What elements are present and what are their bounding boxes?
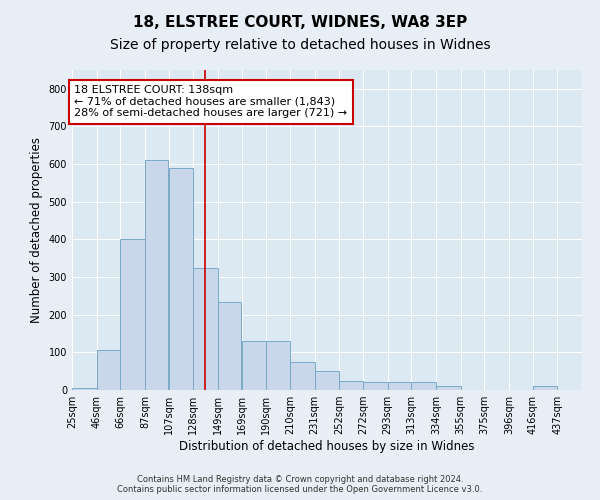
Bar bbox=[266, 341, 290, 390]
Text: 18 ELSTREE COURT: 138sqm
← 71% of detached houses are smaller (1,843)
28% of sem: 18 ELSTREE COURT: 138sqm ← 71% of detach… bbox=[74, 85, 347, 118]
Bar bbox=[145, 160, 169, 390]
Bar bbox=[242, 341, 266, 390]
Bar bbox=[412, 382, 436, 390]
Bar bbox=[363, 382, 388, 390]
Bar bbox=[340, 380, 363, 390]
Y-axis label: Number of detached properties: Number of detached properties bbox=[30, 137, 43, 323]
Bar bbox=[97, 350, 120, 390]
Text: Size of property relative to detached houses in Widnes: Size of property relative to detached ho… bbox=[110, 38, 490, 52]
Bar bbox=[218, 302, 241, 390]
Bar bbox=[193, 268, 218, 390]
Bar bbox=[72, 388, 97, 390]
Text: Contains HM Land Registry data © Crown copyright and database right 2024.
Contai: Contains HM Land Registry data © Crown c… bbox=[118, 475, 482, 494]
X-axis label: Distribution of detached houses by size in Widnes: Distribution of detached houses by size … bbox=[179, 440, 475, 453]
Bar bbox=[436, 386, 461, 390]
Bar bbox=[121, 240, 145, 390]
Bar bbox=[169, 168, 193, 390]
Bar bbox=[290, 362, 314, 390]
Text: 18, ELSTREE COURT, WIDNES, WA8 3EP: 18, ELSTREE COURT, WIDNES, WA8 3EP bbox=[133, 15, 467, 30]
Bar bbox=[533, 386, 557, 390]
Bar bbox=[388, 382, 411, 390]
Bar bbox=[315, 371, 339, 390]
